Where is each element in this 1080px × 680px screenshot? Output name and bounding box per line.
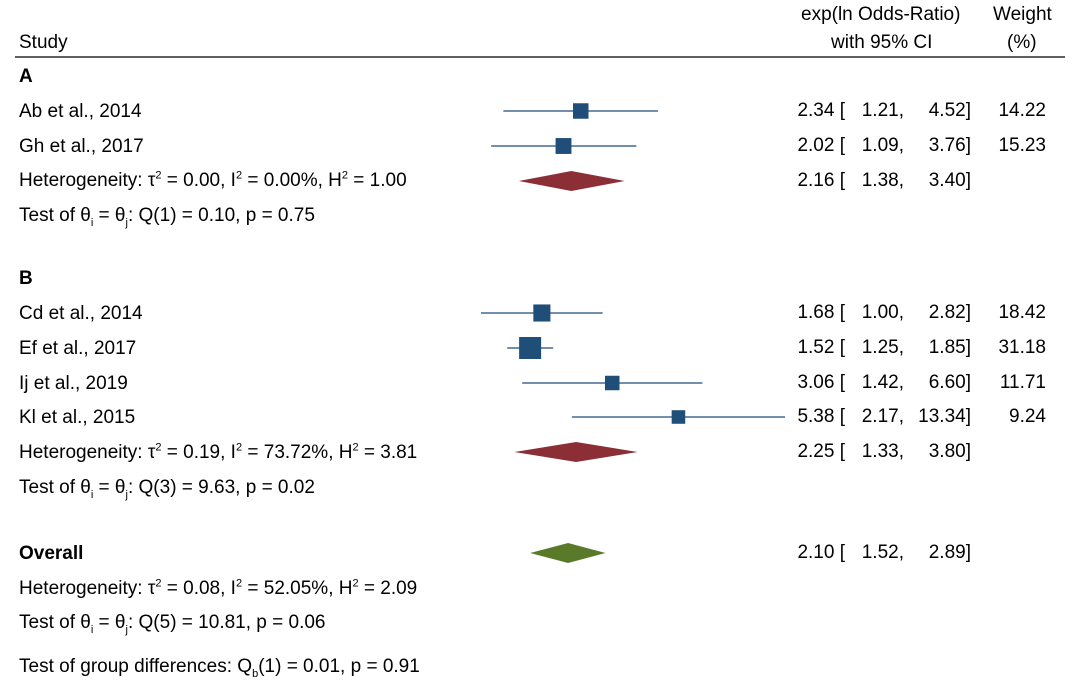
study-column-header: Study [19, 32, 68, 53]
estimate-text: 2.25 [ [797, 441, 845, 462]
ci-lower-text: 1.00, [861, 302, 904, 323]
ci-lower-text: 1.38, [861, 170, 904, 191]
weight-text: 18.42 [998, 302, 1046, 323]
subgroup-diamond-a [518, 171, 625, 191]
study-marker [533, 304, 551, 322]
heterogeneity-a: Heterogeneity: τ2 = 0.00, I2 = 0.00%, H2… [19, 169, 407, 191]
estimate-text: 5.38 [ [797, 406, 845, 427]
estimate-text: 3.06 [ [797, 372, 845, 393]
ci-lower-text: 1.25, [861, 337, 904, 358]
ci-lower-text: 2.17, [861, 406, 904, 427]
estimate-text: 1.52 [ [797, 337, 845, 358]
weight-text: 14.22 [998, 100, 1046, 121]
ci-lower-text: 1.52, [861, 542, 904, 563]
study-name: Ij et al., 2019 [19, 373, 128, 394]
study-name: Cd et al., 2014 [19, 303, 143, 324]
heterogeneity-overall: Heterogeneity: τ2 = 0.08, I2 = 52.05%, H… [19, 577, 418, 599]
ci-lower-text: 1.33, [861, 441, 904, 462]
test-b: Test of θi = θj: Q(3) = 9.63, p = 0.02 [19, 477, 315, 501]
ci-upper-text: 4.52] [928, 100, 971, 121]
test-a: Test of θi = θj: Q(1) = 0.10, p = 0.75 [19, 205, 315, 229]
estimate-text: 2.02 [ [797, 135, 845, 156]
estimate-text: 2.10 [ [797, 542, 845, 563]
weight-column-header-line2: (%) [1007, 32, 1037, 53]
estimate-text: 2.34 [ [797, 100, 845, 121]
ci-lower-text: 1.21, [861, 100, 904, 121]
effect-column-header-line2: with 95% CI [831, 32, 933, 53]
overall-label: Overall [19, 543, 84, 564]
effect-column-header-line1: exp(ln Odds-Ratio) [801, 4, 961, 25]
ci-upper-text: 6.60] [928, 372, 971, 393]
test-overall: Test of θi = θj: Q(5) = 10.81, p = 0.06 [19, 612, 326, 636]
study-marker [604, 375, 620, 391]
group-label-b: B [19, 268, 33, 289]
subgroup-diamond-b [514, 442, 638, 462]
plot-marks [481, 103, 785, 563]
group-differences-test: Test of group differences: Qb(1) = 0.01,… [19, 656, 420, 680]
study-name: Ef et al., 2017 [19, 338, 137, 359]
ci-upper-text: 13.34] [918, 406, 971, 427]
weight-text: 11.71 [999, 372, 1046, 393]
overall-diamond [530, 543, 606, 563]
weight-text: 9.24 [1009, 406, 1046, 427]
study-marker [671, 410, 686, 424]
estimate-text: 2.16 [ [797, 170, 845, 191]
heterogeneity-b: Heterogeneity: τ2 = 0.19, I2 = 73.72%, H… [19, 441, 418, 463]
ci-upper-text: 2.89] [928, 542, 971, 563]
ci-upper-text: 3.40] [928, 170, 971, 191]
ci-lower-text: 1.42, [861, 372, 904, 393]
group-label-a: A [19, 66, 33, 87]
ci-upper-text: 2.82] [928, 302, 971, 323]
study-name: Ab et al., 2014 [19, 101, 142, 122]
study-name: Gh et al., 2017 [19, 136, 144, 157]
ci-upper-text: 3.76] [928, 135, 971, 156]
weight-column-header-line1: Weight [993, 4, 1052, 25]
ci-upper-text: 1.85] [928, 337, 971, 358]
ci-lower-text: 1.09, [861, 135, 904, 156]
study-name: Kl et al., 2015 [19, 407, 136, 428]
study-marker [555, 138, 572, 154]
weight-text: 31.18 [998, 337, 1046, 358]
study-marker [573, 103, 589, 119]
study-marker [519, 337, 542, 359]
ci-upper-text: 3.80] [928, 441, 971, 462]
weight-text: 15.23 [998, 135, 1046, 156]
estimate-text: 1.68 [ [797, 302, 845, 323]
